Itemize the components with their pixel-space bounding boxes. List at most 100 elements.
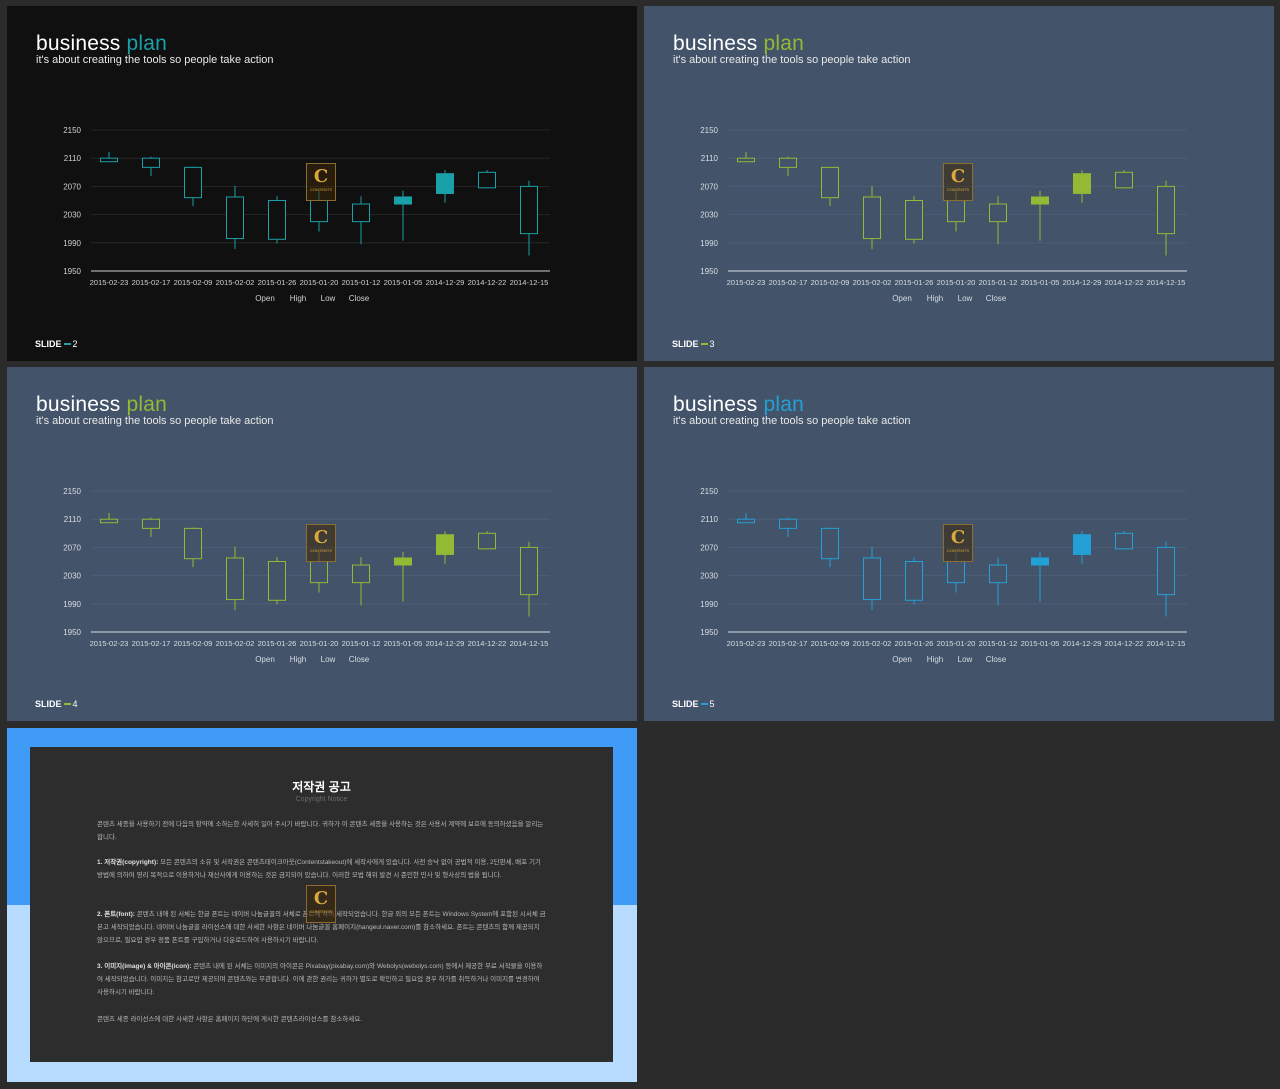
legend-item-close: Close: [986, 655, 1007, 664]
slide-subtitle: it's about creating the tools so people …: [36, 415, 274, 427]
copyright-notice-slide: 저작권 공고 Copyright Notice 콘텐츠 세종을 사용하기 전에 …: [7, 728, 637, 1082]
candle-body: [1031, 557, 1049, 566]
x-tick-label: 2014-12-15: [1147, 278, 1186, 287]
y-tick-label: 2030: [63, 211, 81, 220]
candle-body: [1031, 196, 1049, 205]
title-word-plan: plan: [126, 32, 168, 55]
candle-body: [520, 546, 538, 596]
candle-body: [226, 196, 244, 240]
logo-letter: C: [313, 166, 329, 187]
contents-watermark-logo: C CONTENTS: [306, 163, 336, 201]
y-tick-label: 2110: [701, 515, 719, 524]
y-tick-label: 2150: [63, 126, 81, 135]
x-tick-label: 2015-01-12: [342, 639, 381, 648]
x-tick-label: 2015-01-12: [979, 278, 1018, 287]
x-tick-label: 2014-12-29: [1063, 639, 1102, 648]
footer-dash: [700, 702, 708, 705]
footer-number: 2: [72, 339, 78, 349]
y-tick-label: 2030: [63, 572, 81, 581]
x-tick-label: 2015-02-02: [216, 278, 255, 287]
slide-title: business plan: [36, 32, 167, 56]
footer-number: 4: [72, 699, 78, 709]
section-heading: 1. 저작권(copyright):: [97, 859, 159, 866]
legend-item-close: Close: [986, 294, 1007, 303]
logo-text: CONTENTS: [310, 187, 332, 192]
slide-subtitle: it's about creating the tools so people …: [673, 415, 911, 427]
logo-letter: C: [313, 527, 329, 548]
slide-footer: SLIDE 2: [35, 339, 78, 349]
x-tick-label: 2015-02-17: [132, 278, 171, 287]
legend-item-open: Open: [255, 294, 275, 303]
x-tick-label: 2015-02-17: [132, 639, 171, 648]
x-tick-label: 2015-01-26: [895, 639, 934, 648]
candle-body: [737, 518, 755, 524]
candle-body: [226, 557, 244, 601]
y-tick-label: 2110: [64, 154, 82, 163]
contents-watermark-logo: C CONTENTS: [306, 885, 336, 923]
candle-body: [520, 185, 538, 235]
candle-body: [863, 196, 881, 240]
footer-label: SLIDE: [672, 339, 699, 349]
section-body: 콘텐츠 내에 된 서체는 이미지의 아이콘은 Pixabay(pixabay.c…: [97, 963, 543, 996]
candle-body: [268, 200, 286, 240]
contents-watermark-logo: C CONTENTS: [943, 524, 973, 562]
footer-dash: [63, 342, 71, 345]
notice-closing: 콘텐츠 세종 라이선스에 대한 사세한 사항은 홈페이지 하단에 게시한 콘텐츠…: [97, 1016, 363, 1023]
section-heading: 2. 폰트(font):: [97, 911, 135, 918]
contents-watermark-logo: C CONTENTS: [306, 524, 336, 562]
legend-item-open: Open: [892, 655, 912, 664]
contents-watermark-logo: C CONTENTS: [943, 163, 973, 201]
candle-body: [142, 157, 160, 168]
section-heading: 3. 이미지(image) & 아이콘(icon):: [97, 963, 192, 970]
legend-item-low: Low: [321, 294, 336, 303]
x-tick-label: 2015-02-09: [811, 639, 850, 648]
legend-item-high: High: [290, 294, 306, 303]
legend-item-low: Low: [958, 655, 973, 664]
notice-section-copyright: 1. 저작권(copyright): 모든 콘텐츠의 소유 및 서작권은 콘텐츠…: [97, 857, 547, 883]
title-word-business: business: [36, 393, 121, 416]
y-tick-label: 2150: [700, 487, 718, 496]
y-tick-label: 1990: [63, 600, 81, 609]
x-tick-label: 2015-02-02: [853, 278, 892, 287]
x-tick-label: 2014-12-22: [1105, 278, 1144, 287]
footer-label: SLIDE: [35, 339, 62, 349]
x-tick-label: 2015-02-17: [769, 639, 808, 648]
x-tick-label: 2015-01-20: [300, 639, 339, 648]
legend-item-low: Low: [958, 294, 973, 303]
candle-body: [947, 561, 965, 584]
x-tick-label: 2015-02-09: [174, 639, 213, 648]
notice-section-font: 2. 폰트(font): 콘텐츠 내에 된 서체는 한글 폰트는 네이버 나눔글…: [97, 909, 547, 947]
x-tick-label: 2015-01-20: [937, 639, 976, 648]
slide-4: business plan it's about creating the to…: [7, 367, 637, 721]
legend-item-close: Close: [349, 294, 370, 303]
candle-body: [310, 200, 328, 223]
logo-letter: C: [950, 166, 966, 187]
x-tick-label: 2014-12-29: [426, 278, 465, 287]
slide-title: business plan: [36, 393, 167, 417]
y-tick-label: 2110: [701, 154, 719, 163]
footer-label: SLIDE: [35, 699, 62, 709]
x-tick-label: 2015-01-05: [384, 639, 423, 648]
logo-text: CONTENTS: [310, 909, 332, 914]
footer-label: SLIDE: [672, 699, 699, 709]
section-body: 모든 콘텐츠의 소유 및 서작권은 콘텐츠테이크아웃(Contentstakeo…: [97, 859, 541, 879]
x-tick-label: 2015-02-02: [216, 639, 255, 648]
logo-text: CONTENTS: [947, 548, 969, 553]
x-tick-label: 2015-02-02: [853, 639, 892, 648]
legend-item-high: High: [927, 655, 943, 664]
x-tick-label: 2015-01-20: [937, 278, 976, 287]
candle-body: [779, 157, 797, 168]
candle-body: [989, 564, 1007, 584]
slide-footer: SLIDE 4: [35, 699, 78, 709]
x-tick-label: 2015-01-05: [384, 278, 423, 287]
slide-subtitle: it's about creating the tools so people …: [673, 54, 911, 66]
candle-body: [737, 157, 755, 163]
slide-5: business plan it's about creating the to…: [644, 367, 1274, 721]
candle-body: [947, 200, 965, 223]
x-tick-label: 2015-01-05: [1021, 278, 1060, 287]
candle-body: [436, 534, 454, 555]
section-body: 콘텐츠 내에 된 서체는 한글 폰트는 네이버 나눔글꼴의 서체로 폰트에 사이…: [97, 911, 546, 944]
candle-body: [821, 166, 839, 199]
slide-2: business plan it's about creating the to…: [7, 6, 637, 361]
